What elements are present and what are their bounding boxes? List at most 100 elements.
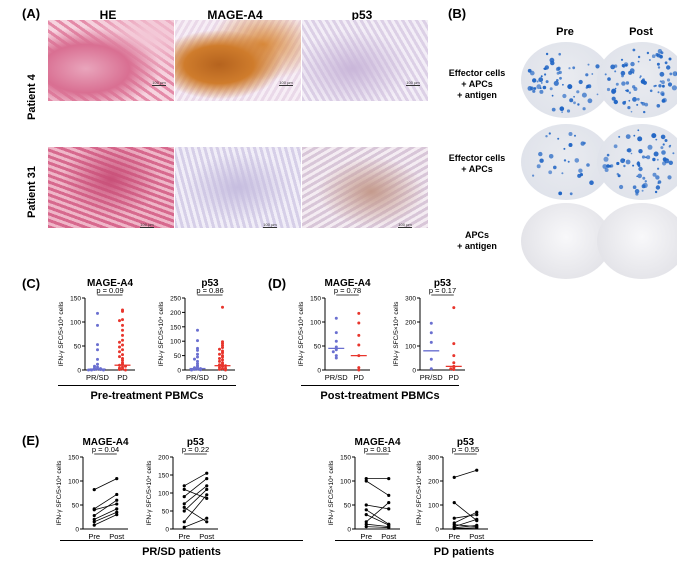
- y-axis-label: IFN-γ SFC/5×10⁴ cells: [393, 301, 400, 366]
- histology-patient31-p53: 100 µm: [302, 147, 428, 228]
- data-point: [121, 348, 124, 352]
- y-tick-label: 0: [177, 368, 181, 375]
- data-point-post: [115, 492, 119, 497]
- data-point: [218, 352, 221, 356]
- spot: [657, 66, 661, 69]
- data-point: [429, 357, 433, 361]
- y-axis-label: IFN-γ SFC/5×10⁴ cells: [158, 301, 165, 366]
- histology-patient4-magea4: 100 µm: [175, 20, 301, 101]
- spot: [566, 109, 571, 113]
- spot: [569, 192, 573, 196]
- spot: [641, 102, 644, 104]
- y-tick-label: 100: [68, 479, 79, 486]
- data-point: [121, 309, 124, 313]
- spot: [661, 80, 665, 85]
- data-point: [218, 359, 221, 363]
- data-point: [357, 333, 361, 337]
- spot: [641, 189, 644, 192]
- spot: [625, 159, 631, 165]
- spot: [617, 174, 621, 178]
- pair-line: [366, 509, 389, 525]
- data-point: [121, 333, 124, 337]
- spot: [637, 161, 640, 164]
- spot: [649, 89, 653, 93]
- spot: [661, 99, 666, 103]
- spot: [664, 158, 670, 164]
- spot: [620, 70, 626, 76]
- spot: [639, 76, 641, 79]
- data-point: [452, 306, 456, 310]
- y-tick-label: 50: [344, 503, 352, 510]
- data-point-pre: [182, 487, 186, 491]
- data-point-pre: [182, 495, 186, 499]
- data-point-pre: [92, 520, 96, 524]
- spot: [550, 60, 555, 66]
- data-point: [224, 368, 227, 372]
- chart-D1: MAGE-A4 0 50 100 150 IFN-γ SFC/5×10⁴ cells PR/…: [298, 278, 371, 382]
- data-point-pre: [182, 520, 186, 524]
- spot: [562, 83, 564, 86]
- spot: [578, 168, 583, 173]
- spot: [567, 160, 570, 163]
- spot: [643, 110, 646, 114]
- pair-line: [94, 511, 117, 523]
- group-underline-d: [301, 385, 459, 386]
- spot: [660, 134, 666, 140]
- spot: [578, 79, 583, 85]
- panel-label-b: (B): [448, 6, 467, 21]
- pair-line: [184, 478, 207, 497]
- spot: [563, 159, 567, 162]
- pair-line: [94, 514, 117, 526]
- x-tick-label: Post: [199, 532, 215, 541]
- spot: [602, 164, 608, 169]
- data-point-post: [115, 498, 119, 502]
- spot: [656, 104, 661, 108]
- data-point: [334, 316, 338, 320]
- pair-line: [184, 517, 207, 528]
- elispot-well-1-post: [597, 42, 677, 118]
- data-point-pre: [182, 484, 186, 488]
- data-point: [196, 328, 199, 332]
- chart-D2: p53 0 100 200 300 IFN-γ SFC/5×10⁴ cells PR/SD P…: [393, 278, 465, 382]
- x-tick-label: Pre: [88, 532, 100, 541]
- panel-label-e: (E): [22, 433, 40, 448]
- spot: [586, 163, 590, 167]
- spot: [561, 172, 564, 175]
- data-point-pre: [364, 520, 368, 524]
- y-tick-label: 150: [158, 473, 169, 480]
- spot: [668, 160, 673, 165]
- data-point-pre: [92, 517, 96, 521]
- y-tick-label: 250: [170, 296, 181, 303]
- spot: [582, 107, 586, 111]
- data-point-pre: [92, 488, 96, 492]
- spot: [654, 190, 658, 194]
- y-tick-label: 0: [165, 527, 169, 534]
- x-tick-label: PD: [354, 373, 365, 382]
- pair-line: [454, 519, 477, 527]
- data-point: [96, 311, 99, 315]
- spot: [563, 147, 566, 150]
- y-tick-label: 0: [435, 527, 439, 534]
- elispot-well-3-pre: [521, 203, 611, 279]
- data-point: [196, 352, 199, 356]
- spot: [672, 71, 677, 77]
- spot: [660, 146, 664, 150]
- spot: [634, 189, 640, 194]
- data-point: [121, 323, 124, 327]
- data-point-post: [475, 513, 479, 517]
- spot: [574, 134, 576, 137]
- data-point: [96, 362, 99, 366]
- spot: [559, 76, 562, 80]
- col-title-magea4: MAGE-A4: [207, 8, 263, 22]
- spot: [627, 106, 631, 110]
- data-point: [357, 368, 361, 372]
- spot: [572, 66, 576, 70]
- spot: [637, 60, 640, 63]
- data-point-post: [387, 507, 391, 511]
- spot: [558, 191, 563, 196]
- well-col-pre: Pre: [556, 26, 574, 38]
- pair-line: [365, 502, 390, 523]
- scale-bar: 100 µm: [152, 80, 166, 86]
- data-point-post: [115, 510, 119, 514]
- y-tick-label: 0: [412, 368, 416, 375]
